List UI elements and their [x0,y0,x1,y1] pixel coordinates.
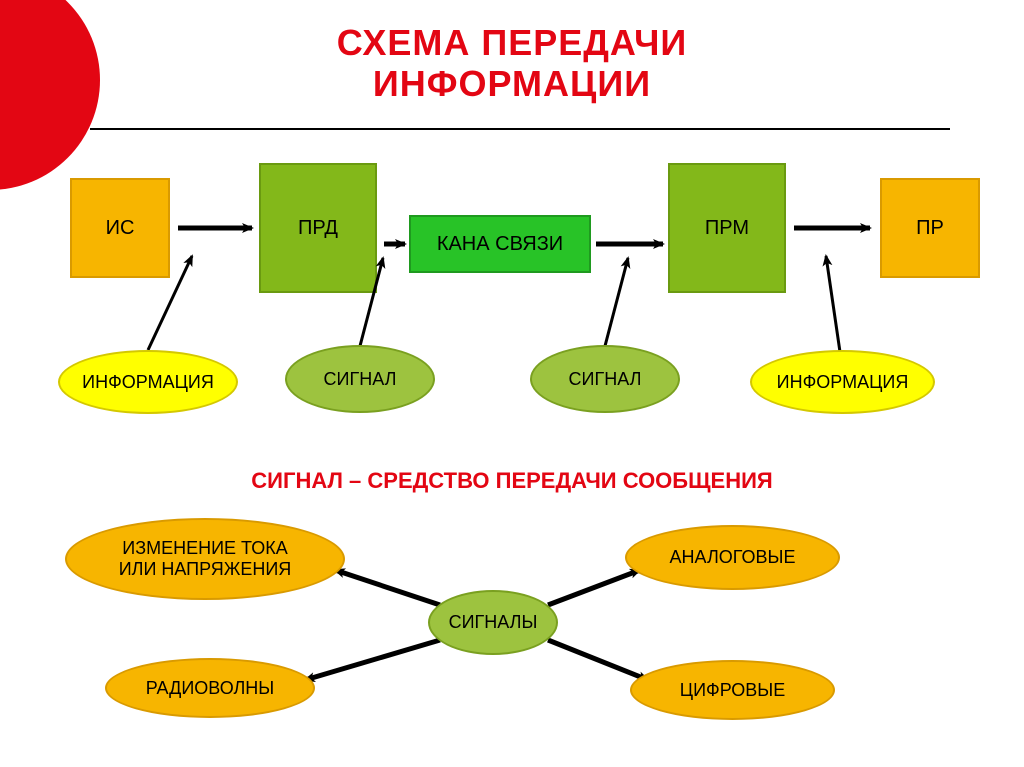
signal-ellipse-3-label: СИГНАЛ [569,369,642,390]
signal-ellipse-2: СИГНАЛ [285,345,435,413]
arrow [148,256,192,350]
signal-ellipse-1: ИНФОРМАЦИЯ [58,350,238,414]
subtitle: СИГНАЛ – СРЕДСТВО ПЕРЕДАЧИ СООБЩЕНИЯ [0,468,1024,494]
center-ellipse-label: СИГНАЛЫ [449,612,538,633]
signal-ellipse-3: СИГНАЛ [530,345,680,413]
lower-ellipse-1: ИЗМЕНЕНИЕ ТОКАИЛИ НАПРЯЖЕНИЯ [65,518,345,600]
signal-ellipse-2-label: СИГНАЛ [324,369,397,390]
lower-ellipse-2-label: РАДИОВОЛНЫ [146,678,275,699]
lower-ellipse-3-label: АНАЛОГОВЫЕ [670,547,796,568]
lower-ellipse-4: ЦИФРОВЫЕ [630,660,835,720]
arrow [305,640,440,680]
arrow [826,256,840,352]
signal-ellipse-4-label: ИНФОРМАЦИЯ [777,372,909,393]
arrow [548,640,648,680]
lower-ellipse-4-label: ЦИФРОВЫЕ [680,680,786,701]
lower-ellipse-3: АНАЛОГОВЫЕ [625,525,840,590]
arrow [335,570,440,605]
signal-ellipse-1-label: ИНФОРМАЦИЯ [82,372,214,393]
arrow [548,570,640,605]
arrow [605,258,628,346]
lower-ellipse-2: РАДИОВОЛНЫ [105,658,315,718]
signal-ellipse-4: ИНФОРМАЦИЯ [750,350,935,414]
arrow [360,258,383,346]
center-ellipse: СИГНАЛЫ [428,590,558,655]
lower-ellipse-1-label: ИЗМЕНЕНИЕ ТОКАИЛИ НАПРЯЖЕНИЯ [119,538,292,579]
